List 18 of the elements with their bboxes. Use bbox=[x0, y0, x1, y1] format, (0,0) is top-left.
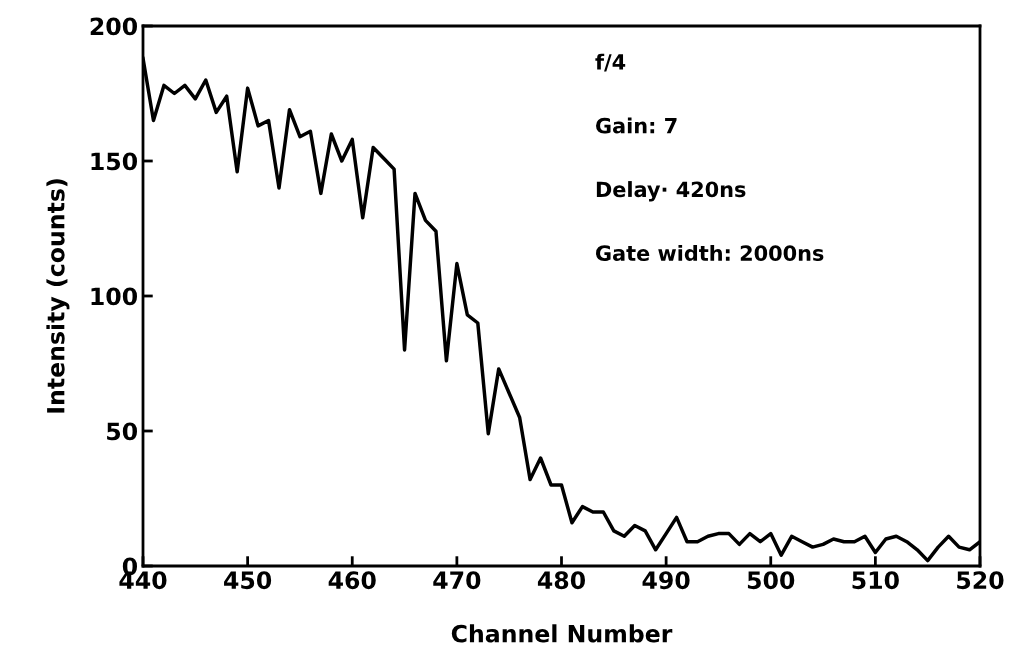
annotation: Gate width: 2000ns bbox=[596, 244, 824, 261]
y-tick-label: 50 bbox=[107, 422, 138, 441]
x-axis-title: Channel Number bbox=[451, 624, 673, 643]
x-tick-label: 460 bbox=[328, 571, 376, 590]
y-tick-label: 100 bbox=[91, 287, 138, 306]
x-tick-label: 520 bbox=[957, 571, 1004, 590]
y-tick-label: 150 bbox=[91, 152, 138, 171]
y-axis-title: Intensity (counts) bbox=[46, 179, 70, 413]
x-tick-label: 470 bbox=[433, 571, 481, 590]
x-tick-label: 450 bbox=[224, 571, 272, 590]
annotation: f/4 bbox=[595, 53, 626, 72]
x-tick-label: 510 bbox=[852, 571, 899, 590]
annotation: Delay· 420ns bbox=[596, 181, 746, 202]
y-tick-label: 200 bbox=[90, 17, 138, 36]
x-tick-label: 480 bbox=[537, 571, 586, 590]
x-tick-label: 490 bbox=[642, 571, 690, 590]
annotation: Gain: 7 bbox=[596, 117, 677, 134]
x-tick-label: 500 bbox=[747, 571, 795, 590]
